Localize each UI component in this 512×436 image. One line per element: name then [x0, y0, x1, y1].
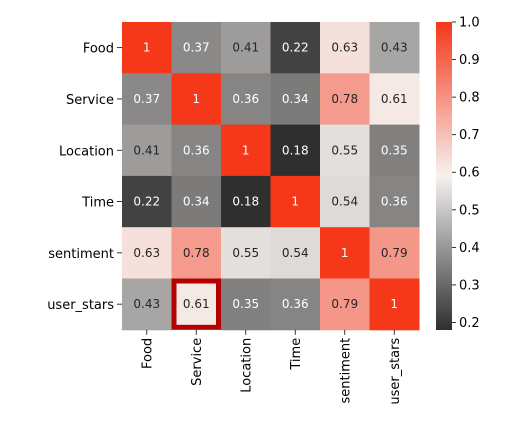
colorbar-tick-label: 0.3: [459, 278, 480, 293]
highlight-box: [171, 278, 221, 330]
cell-value-label: 1: [192, 92, 200, 106]
cell-value-label: 0.18: [282, 143, 309, 157]
colorbar-tick-label: 0.7: [459, 128, 480, 143]
heatmap-cell: [270, 73, 321, 126]
x-tick-label: Time: [289, 338, 304, 371]
cell-value-label: 0.34: [183, 195, 210, 209]
y-tick-label: sentiment: [48, 247, 114, 262]
colorbar-tick-label: 1.0: [459, 16, 480, 31]
heatmap-cell: [320, 175, 370, 228]
cell-value-label: 0.63: [133, 246, 160, 260]
heatmap-cell: [171, 22, 222, 74]
heatmap-cell: [122, 124, 172, 177]
colorbar-tick-label: 0.8: [459, 91, 480, 106]
cell-value-label: 0.43: [381, 41, 408, 55]
heatmap-cell: [369, 227, 420, 279]
y-tick-label: Food: [83, 42, 114, 57]
cell-value-label: 0.36: [282, 297, 309, 311]
cell-value-label: 0.35: [232, 297, 259, 311]
cell-value-label: 0.79: [381, 246, 408, 260]
heatmap-cell: [320, 124, 370, 177]
cell-value-label: 0.61: [183, 297, 210, 311]
heatmap-cell: [369, 175, 420, 228]
heatmap-cell: [369, 73, 420, 126]
heatmap-cell: [369, 22, 420, 74]
y-tick-label: Location: [59, 144, 114, 159]
colorbar-tick-label: 0.5: [459, 203, 480, 218]
colorbar-tick-label: 0.2: [459, 316, 480, 331]
y-tick-label: Service: [66, 93, 114, 108]
colorbar-tick-label: 0.6: [459, 166, 480, 181]
cell-value-label: 1: [390, 297, 398, 311]
cell-value-label: 0.54: [331, 195, 358, 209]
cell-value-label: 0.35: [381, 143, 408, 157]
cell-value-label: 1: [242, 143, 250, 157]
y-tick-label: user_stars: [47, 298, 114, 313]
x-tick-label: Service: [190, 338, 205, 386]
cell-value-label: 0.36: [381, 195, 408, 209]
cell-value-label: 0.41: [232, 41, 259, 55]
cell-value-label: 0.78: [183, 246, 210, 260]
cell-value-label: 0.37: [183, 41, 210, 55]
colorbar: [436, 22, 452, 330]
heatmap-cell: [270, 124, 321, 177]
heatmap-cell: [171, 175, 222, 228]
heatmap-cell: [122, 278, 172, 331]
cell-value-label: 0.61: [381, 92, 408, 106]
cell-value-label: 1: [143, 41, 151, 55]
cell-value-label: 0.55: [232, 246, 259, 260]
heatmap-cell: [171, 124, 222, 177]
heatmap-cell: [221, 22, 271, 74]
heatmap-cell: [171, 73, 222, 126]
cell-value-label: 0.54: [282, 246, 309, 260]
heatmap-cell: [369, 278, 420, 331]
heatmap-cell: [270, 278, 321, 331]
cell-value-label: 0.34: [282, 92, 309, 106]
heatmap-cell: [122, 73, 172, 126]
heatmap-cell: [270, 22, 321, 74]
cell-value-label: 1: [341, 246, 349, 260]
heatmap-cell: [122, 22, 172, 74]
cell-value-label: 0.78: [331, 92, 358, 106]
x-tick-label: Location: [240, 338, 255, 393]
cell-value-label: 0.36: [232, 92, 259, 106]
heatmap-cell: [369, 124, 420, 177]
cell-value-label: 0.43: [133, 297, 160, 311]
heatmap-cell: [221, 124, 271, 177]
heatmap-cell: [171, 278, 222, 331]
heatmap-cell: [320, 227, 370, 279]
heatmap-cell: [221, 73, 271, 126]
x-tick-label: Food: [141, 338, 156, 369]
cell-value-label: 0.55: [331, 143, 358, 157]
heatmap-cell: [122, 175, 172, 228]
cell-value-label: 0.63: [331, 41, 358, 55]
heatmap-cell: [221, 175, 271, 228]
cell-value-label: 0.41: [133, 143, 160, 157]
y-tick-label: Time: [81, 196, 114, 211]
heatmap-cell: [221, 227, 271, 279]
colorbar-tick-label: 0.4: [459, 241, 480, 256]
cell-value-label: 0.79: [331, 297, 358, 311]
cell-value-label: 0.18: [232, 195, 259, 209]
cell-value-label: 0.22: [282, 41, 309, 55]
x-tick-label: user_stars: [388, 338, 403, 405]
heatmap-cell: [171, 227, 222, 279]
heatmap-cell: [122, 227, 172, 279]
cell-value-label: 1: [291, 195, 299, 209]
heatmap-cell: [221, 278, 271, 331]
cell-value-label: 0.36: [183, 143, 210, 157]
x-tick-label: sentiment: [339, 338, 354, 404]
heatmap-cell: [320, 22, 370, 74]
cell-value-label: 0.37: [133, 92, 160, 106]
colorbar-tick-label: 0.9: [459, 53, 480, 68]
heatmap-cell: [320, 278, 370, 331]
heatmap-cell: [270, 227, 321, 279]
heatmap-cell: [320, 73, 370, 126]
cell-value-label: 0.22: [133, 195, 160, 209]
heatmap-cell: [270, 175, 321, 228]
